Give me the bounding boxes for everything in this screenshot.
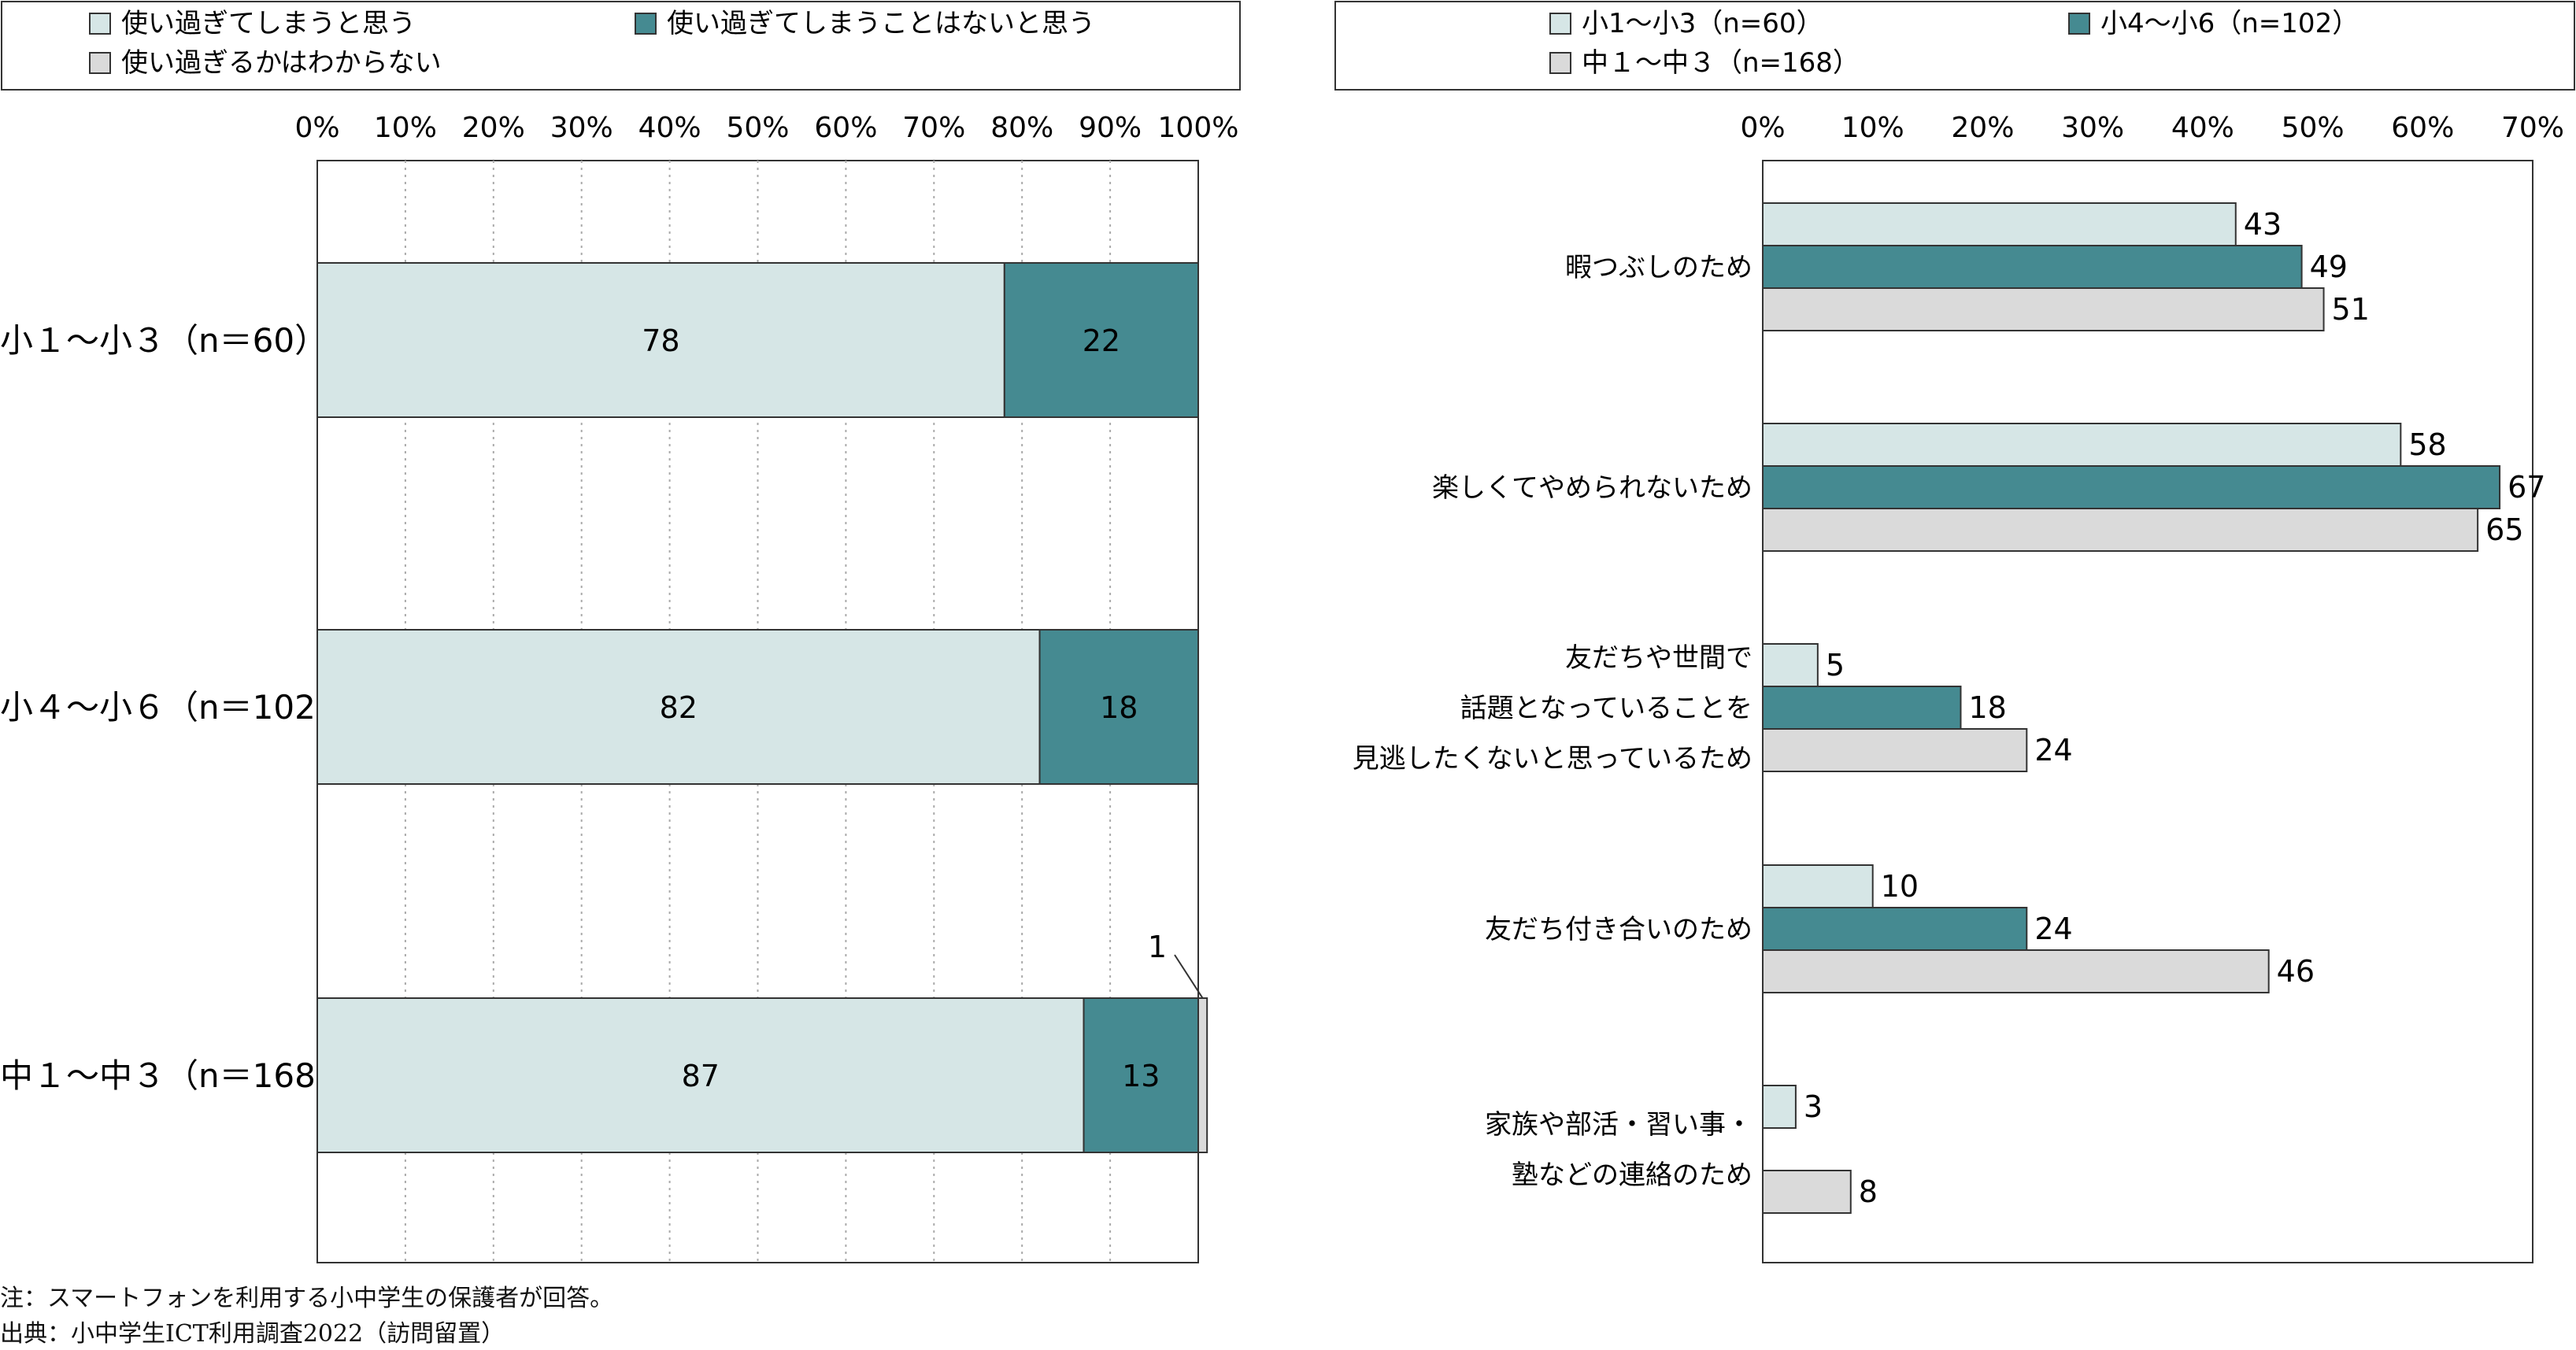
- left-x-tick-label: 20%: [462, 112, 525, 144]
- right-bar: [1762, 1170, 1852, 1214]
- right-x-tick-label: 10%: [1841, 112, 1904, 144]
- right-data-label: 58: [2408, 427, 2446, 462]
- left-data-label: 22: [1083, 324, 1120, 358]
- right-category-label: 見逃したくないと思っているため: [1353, 743, 1752, 775]
- left-legend-swatch: [89, 13, 111, 35]
- right-legend-box: [1334, 1, 2575, 91]
- left-category-label: 小１〜小３（n＝60）: [0, 321, 328, 360]
- right-legend-label: 小1〜小3（n=60）: [1582, 8, 1823, 39]
- right-legend-swatch: [1549, 52, 1571, 74]
- right-bar: [1762, 423, 2402, 467]
- left-data-label: 78: [642, 324, 679, 358]
- left-bar-segment: [1083, 997, 1200, 1153]
- left-legend-box: [1, 1, 1241, 91]
- right-x-tick-label: 0%: [1740, 112, 1785, 144]
- right-data-label: 24: [2034, 912, 2072, 946]
- right-legend-label: 中１〜中３（n=168）: [1582, 47, 1860, 79]
- right-x-tick-label: 60%: [2391, 112, 2454, 144]
- left-data-label: 18: [1100, 690, 1138, 725]
- right-x-tick-label: 70%: [2501, 112, 2564, 144]
- left-leader-line: [1174, 954, 1204, 999]
- left-x-tick-label: 80%: [990, 112, 1053, 144]
- footnote: 注：スマートフォンを利用する小中学生の保護者が回答。: [0, 1285, 614, 1312]
- right-data-label: 67: [2508, 470, 2545, 505]
- right-bar: [1762, 245, 2303, 289]
- left-x-tick-label: 30%: [550, 112, 613, 144]
- right-data-label: 24: [2034, 733, 2072, 767]
- left-x-tick-label: 40%: [638, 112, 701, 144]
- right-bar: [1762, 508, 2479, 552]
- left-x-tick-label: 10%: [374, 112, 437, 144]
- right-bar: [1762, 728, 2028, 772]
- left-bar-segment: [316, 629, 1041, 785]
- left-data-label: 1: [1148, 930, 1167, 964]
- right-data-label: 10: [1881, 869, 1919, 904]
- left-data-label: 13: [1122, 1059, 1160, 1093]
- left-category-label: 中１〜中３（n＝168）: [0, 1056, 349, 1095]
- right-bar: [1762, 949, 2270, 993]
- right-data-label: 8: [1859, 1174, 1878, 1209]
- right-data-label: 3: [1804, 1089, 1823, 1124]
- left-legend-label: 使い過ぎてしまうことはないと思う: [667, 8, 1095, 39]
- right-category-label: 家族や部活・習い事・: [1485, 1109, 1752, 1141]
- left-bar-segment: [1038, 629, 1199, 785]
- left-x-tick-label: 70%: [902, 112, 965, 144]
- right-bar: [1762, 287, 2325, 331]
- right-category-label: 暇つぶしのため: [1565, 252, 1752, 283]
- right-x-tick-label: 30%: [2061, 112, 2124, 144]
- right-data-label: 51: [2332, 292, 2370, 327]
- right-data-label: 49: [2310, 250, 2348, 284]
- left-bar-segment: [1003, 262, 1199, 418]
- left-data-label: 82: [660, 690, 698, 725]
- left-data-label: 87: [682, 1059, 720, 1093]
- right-category-label: 友だち付き合いのため: [1485, 914, 1752, 945]
- left-x-tick-label: 50%: [726, 112, 789, 144]
- right-data-label: 5: [1826, 648, 1845, 682]
- right-x-tick-label: 50%: [2282, 112, 2345, 144]
- right-data-label: 43: [2244, 207, 2282, 242]
- right-bar: [1762, 864, 1874, 908]
- right-legend-swatch: [2068, 13, 2090, 35]
- left-x-tick-label: 100%: [1158, 112, 1239, 144]
- right-data-label: 18: [1968, 690, 2006, 725]
- left-legend-label: 使い過ぎるかはわからない: [121, 47, 442, 79]
- source-note: 出典：小中学生ICT利用調査2022（訪問留置）: [0, 1320, 505, 1348]
- left-legend-swatch: [89, 52, 111, 74]
- right-bar: [1762, 686, 1962, 730]
- right-bar: [1762, 202, 2237, 246]
- left-x-tick-label: 90%: [1079, 112, 1142, 144]
- left-legend-label: 使い過ぎてしまうと思う: [121, 8, 416, 39]
- right-x-tick-label: 40%: [2171, 112, 2234, 144]
- right-category-label: 楽しくてやめられないため: [1432, 472, 1752, 504]
- right-bar: [1762, 643, 1819, 687]
- right-bar: [1762, 1085, 1797, 1129]
- right-category-label: 塾などの連絡のため: [1512, 1160, 1752, 1191]
- right-x-tick-label: 20%: [1951, 112, 2014, 144]
- right-category-label: 話題となっていることを: [1460, 693, 1752, 724]
- right-data-label: 65: [2485, 512, 2523, 547]
- left-bar-segment: [1197, 997, 1208, 1153]
- right-legend-label: 小4〜小6（n=102）: [2100, 8, 2359, 39]
- left-bar-segment: [316, 262, 1005, 418]
- left-bar-segment: [316, 997, 1085, 1153]
- right-legend-swatch: [1549, 13, 1571, 35]
- right-bar: [1762, 907, 2028, 951]
- left-category-label: 小４〜小６（n＝102）: [0, 688, 349, 727]
- left-legend-swatch: [635, 13, 657, 35]
- right-data-label: 46: [2277, 954, 2315, 989]
- right-bar: [1762, 465, 2501, 509]
- left-x-tick-label: 0%: [294, 112, 339, 144]
- left-x-tick-label: 60%: [814, 112, 877, 144]
- right-category-label: 友だちや世間で: [1565, 642, 1752, 674]
